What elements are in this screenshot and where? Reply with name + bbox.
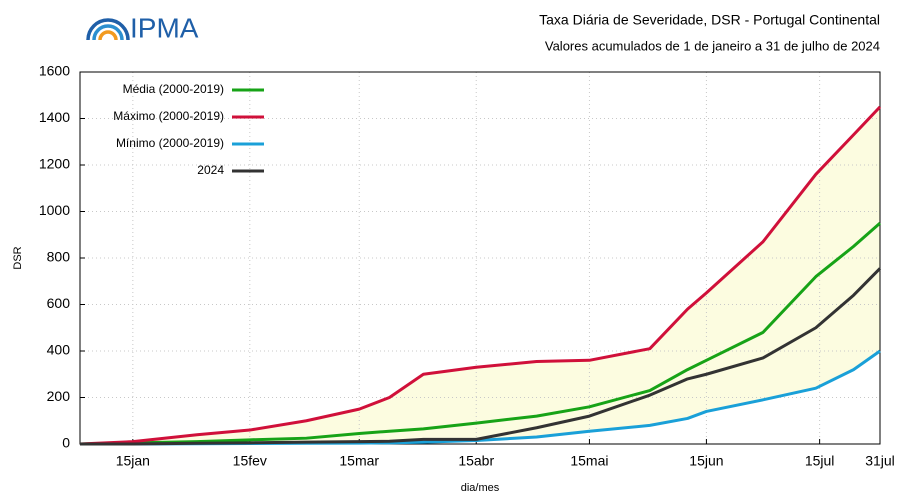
- x-tick-label: 15mai: [570, 453, 608, 469]
- x-tick-label: 15jul: [805, 453, 835, 469]
- x-tick-label: 15jun: [689, 453, 723, 469]
- logo-icon: [86, 18, 130, 41]
- y-tick-label: 800: [47, 249, 71, 265]
- range-band: [80, 106, 880, 444]
- series-line: [80, 267, 882, 446]
- series-line: [79, 221, 881, 446]
- legend-label: Mínimo (2000-2019): [116, 136, 224, 150]
- x-tick-label: 31jul: [865, 453, 895, 469]
- chart-title: Taxa Diária de Severidade, DSR - Portuga…: [539, 12, 880, 28]
- logo: IPMA: [130, 12, 199, 43]
- legend-label: Máximo (2000-2019): [113, 109, 224, 123]
- y-tick-label: 1000: [39, 202, 70, 218]
- x-axis-label: dia/mes: [461, 482, 500, 494]
- y-tick-label: 0: [62, 435, 70, 451]
- y-tick-label: 400: [47, 342, 71, 358]
- legend-label: 2024: [197, 163, 224, 177]
- y-tick-label: 1200: [39, 156, 70, 172]
- y-tick-label: 600: [47, 295, 71, 311]
- chart-subtitle: Valores acumulados de 1 de janeiro a 31 …: [545, 38, 880, 53]
- x-tick-label: 15abr: [458, 453, 494, 469]
- x-tick-label: 15jan: [116, 453, 150, 469]
- plot-frame: [79, 71, 881, 445]
- y-tick-label: 1600: [39, 63, 70, 79]
- y-axis-label: DSR: [12, 246, 24, 269]
- legend-label: Média (2000-2019): [123, 82, 224, 96]
- y-tick-label: 200: [47, 388, 71, 404]
- x-tick-label: 15mar: [339, 453, 379, 469]
- y-tick-label: 1400: [39, 109, 70, 125]
- series-line: [79, 105, 882, 446]
- x-tick-label: 15fev: [233, 453, 267, 469]
